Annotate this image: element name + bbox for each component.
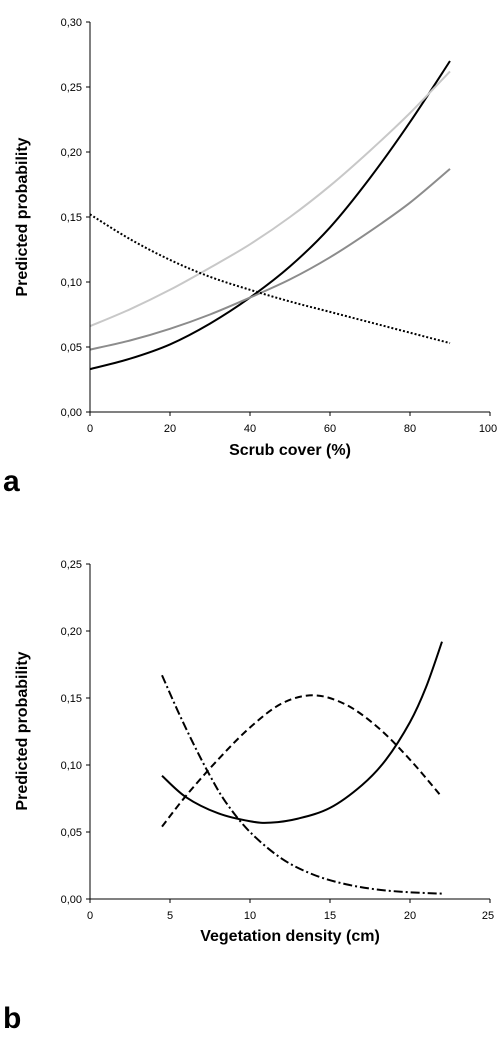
x-tick-label: 15 (324, 910, 336, 922)
series-group-b (161, 641, 443, 895)
y-ticks-a: 0,00 0,05 0,10 0,15 0,20 0,25 0,30 (61, 17, 90, 419)
y-axis-title-b: Predicted probability (14, 651, 31, 810)
x-axis-title-b: Vegetation density (cm) (200, 928, 380, 945)
y-tick-label: 0,10 (61, 760, 82, 772)
series-group-a (89, 60, 451, 371)
x-axis-title-a: Scrub cover (%) (229, 442, 351, 459)
x-ticks-a: 0 20 40 60 80 100 (87, 412, 497, 435)
y-tick-label: 0,15 (61, 693, 82, 705)
y-tick-label: 0,30 (61, 17, 82, 29)
y-tick-label: 0,00 (61, 894, 82, 906)
y-tick-label: 0,15 (61, 212, 82, 224)
y-tick-label: 0,10 (61, 277, 82, 289)
series-line-solid-0 (161, 641, 443, 824)
y-axis-title-a: Predicted probability (14, 137, 31, 296)
x-tick-label: 20 (404, 910, 416, 922)
y-tick-label: 0,00 (61, 407, 82, 419)
series-line-solid-2 (89, 70, 451, 328)
chart-panel-b: 0,00 0,05 0,10 0,15 0,20 0,25 0 5 10 15 20 25 Vege… (3, 559, 494, 1035)
series-line-solid-0 (89, 60, 451, 371)
series-line-solid-1 (89, 168, 451, 351)
x-tick-label: 10 (244, 910, 256, 922)
y-tick-label: 0,05 (61, 827, 82, 839)
x-ticks-b: 0 5 10 15 20 25 (87, 899, 494, 922)
series-line-dashdot-2 (161, 674, 443, 895)
y-tick-label: 0,25 (61, 559, 82, 571)
y-tick-label: 0,25 (61, 82, 82, 94)
series-line-dotted-3 (89, 213, 451, 345)
x-tick-label: 40 (244, 423, 256, 435)
x-tick-label: 0 (87, 423, 93, 435)
panel-label-a: a (3, 465, 20, 498)
y-tick-label: 0,20 (61, 626, 82, 638)
x-tick-label: 25 (482, 910, 494, 922)
x-tick-label: 5 (167, 910, 173, 922)
x-tick-label: 60 (324, 423, 336, 435)
x-tick-label: 100 (479, 423, 497, 435)
series-line-dashed-1 (161, 694, 443, 828)
x-tick-label: 20 (164, 423, 176, 435)
y-ticks-b: 0,00 0,05 0,10 0,15 0,20 0,25 (61, 559, 90, 906)
chart-panel-a: 0,00 0,05 0,10 0,15 0,20 0,25 0,30 0 20 40 60 80 10… (3, 17, 497, 498)
x-tick-label: 80 (404, 423, 416, 435)
x-tick-label: 0 (87, 910, 93, 922)
y-tick-label: 0,05 (61, 342, 82, 354)
y-tick-label: 0,20 (61, 147, 82, 159)
panel-label-b: b (3, 1002, 21, 1035)
